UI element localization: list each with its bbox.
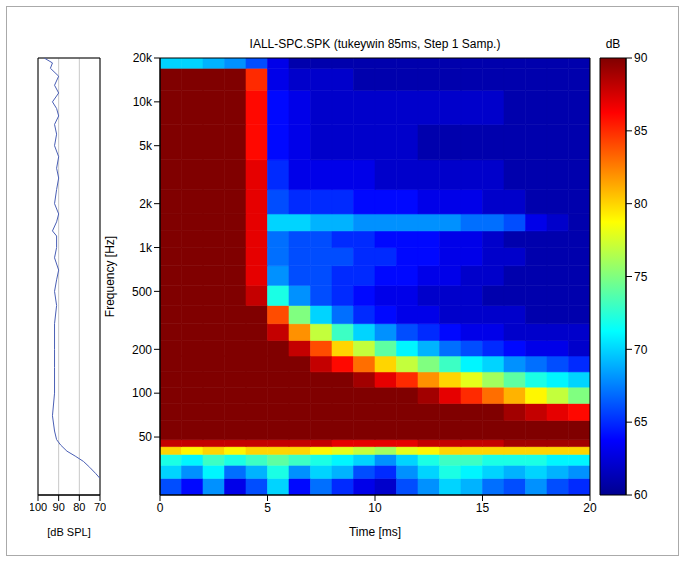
svg-text:80: 80 bbox=[634, 197, 648, 211]
svg-text:15: 15 bbox=[476, 501, 490, 515]
svg-text:20: 20 bbox=[583, 501, 597, 515]
svg-text:5k: 5k bbox=[139, 139, 153, 153]
svg-text:80: 80 bbox=[73, 501, 85, 513]
svg-text:2k: 2k bbox=[139, 197, 153, 211]
svg-text:65: 65 bbox=[634, 415, 648, 429]
svg-text:100: 100 bbox=[30, 501, 47, 513]
svg-text:70: 70 bbox=[634, 343, 648, 357]
svg-text:500: 500 bbox=[132, 285, 152, 299]
svg-text:85: 85 bbox=[634, 124, 648, 138]
svg-text:10: 10 bbox=[368, 501, 382, 515]
svg-text:10k: 10k bbox=[133, 95, 153, 109]
svg-text:[dB SPL]: [dB SPL] bbox=[47, 526, 90, 538]
svg-text:20k: 20k bbox=[133, 51, 153, 65]
svg-text:Time [ms]: Time [ms] bbox=[349, 525, 401, 539]
svg-text:60: 60 bbox=[634, 488, 648, 502]
svg-text:0: 0 bbox=[157, 501, 164, 515]
html-text:IALL-SPC.SPK (tukeywin 85ms, S: IALL-SPC.SPK (tukeywin 85ms, Step 1 Samp… bbox=[249, 37, 501, 51]
svg-text:90: 90 bbox=[634, 51, 648, 65]
svg-text:70: 70 bbox=[94, 501, 106, 513]
svg-text:200: 200 bbox=[132, 343, 152, 357]
svg-text:75: 75 bbox=[634, 270, 648, 284]
svg-text:Frequency [Hz]: Frequency [Hz] bbox=[104, 236, 117, 317]
html-text:dB: dB bbox=[605, 37, 621, 51]
svg-text:1k: 1k bbox=[139, 241, 153, 255]
svg-text:100: 100 bbox=[132, 386, 152, 400]
svg-text:5: 5 bbox=[264, 501, 271, 515]
svg-text:90: 90 bbox=[53, 501, 65, 513]
svg-text:50: 50 bbox=[139, 430, 153, 444]
